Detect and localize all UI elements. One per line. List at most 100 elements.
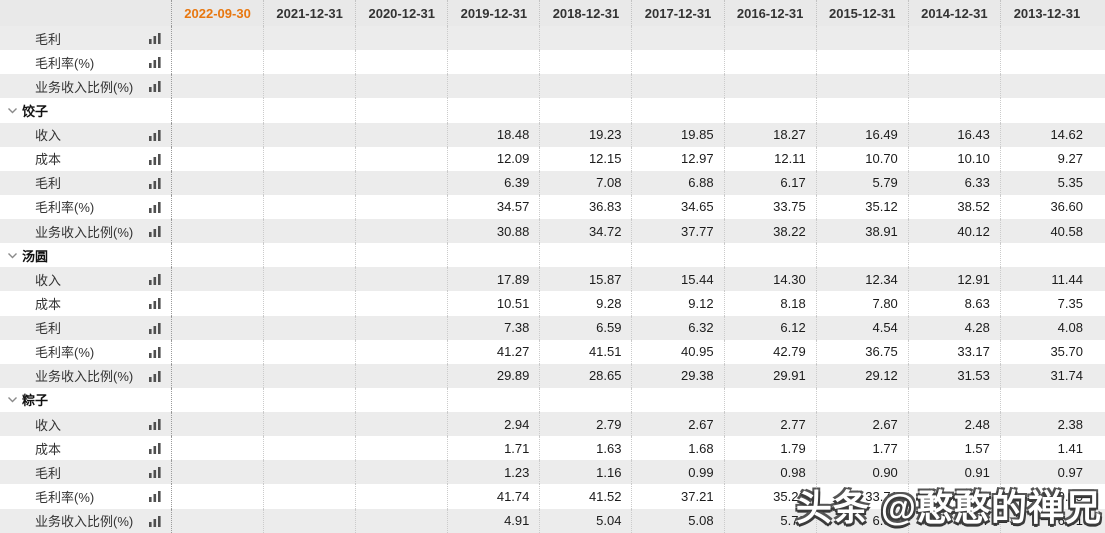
value-cell bbox=[1001, 243, 1093, 267]
value-cell: 41.52 bbox=[540, 484, 633, 509]
value-cell bbox=[725, 387, 817, 412]
bar-chart-icon[interactable] bbox=[148, 515, 162, 527]
value-cell: 19.85 bbox=[632, 122, 725, 147]
metric-label-cell[interactable]: 毛利 bbox=[0, 26, 172, 51]
metric-label-cell[interactable]: 业务收入比例(%) bbox=[0, 74, 172, 99]
value-cell: 4.28 bbox=[909, 315, 1001, 340]
value-cell: 12.34 bbox=[817, 267, 909, 292]
value-cell bbox=[725, 74, 817, 99]
metric-label-cell[interactable]: 毛利率(%) bbox=[0, 339, 172, 364]
value-cell bbox=[172, 50, 265, 75]
value-cell: 6.61 bbox=[1057, 513, 1083, 529]
value-cell bbox=[817, 387, 909, 412]
column-header-2013-12-31[interactable]: 2013-12-31 bbox=[1013, 5, 1081, 21]
metric-label-cell[interactable]: 业务收入比例(%) bbox=[0, 219, 172, 244]
bar-chart-icon[interactable] bbox=[148, 80, 162, 93]
row-label: 汤圆 bbox=[22, 248, 49, 264]
value-cell bbox=[356, 363, 449, 388]
value-cell bbox=[172, 243, 265, 268]
bar-chart-icon[interactable] bbox=[148, 177, 162, 189]
column-header-2019-12-31[interactable]: 2019-12-31 bbox=[448, 0, 541, 26]
group-label-cell[interactable]: 饺子 bbox=[0, 98, 172, 123]
bar-chart-icon[interactable] bbox=[148, 32, 162, 45]
value-cell bbox=[264, 267, 357, 292]
value-cell bbox=[540, 26, 633, 51]
bar-chart-icon[interactable] bbox=[148, 370, 162, 382]
value-cell: 14.30 bbox=[725, 267, 817, 292]
value-cell bbox=[448, 243, 541, 268]
value-cell: 12.09 bbox=[448, 146, 541, 171]
value-cell bbox=[264, 363, 357, 388]
metric-label-cell[interactable]: 业务收入比例(%) bbox=[0, 363, 172, 388]
column-header-2015-12-31[interactable]: 2015-12-31 bbox=[817, 0, 909, 26]
row-label: 毛利率(%) bbox=[35, 200, 95, 216]
row-label: 收入 bbox=[35, 128, 62, 144]
bar-chart-icon[interactable] bbox=[148, 153, 162, 165]
value-cell: 34.65 bbox=[632, 194, 725, 219]
chevron-down-icon[interactable] bbox=[7, 106, 18, 115]
bar-chart-icon[interactable] bbox=[148, 490, 162, 503]
column-header-2017-12-31[interactable]: 2017-12-31 bbox=[632, 0, 725, 26]
bar-chart-icon[interactable] bbox=[148, 466, 162, 479]
value-cell bbox=[1001, 26, 1093, 50]
bar-chart-icon[interactable] bbox=[148, 129, 162, 141]
metric-label-cell[interactable]: 毛利 bbox=[0, 460, 172, 485]
value-cell: 18.27 bbox=[725, 122, 817, 147]
metric-label-cell[interactable]: 收入 bbox=[0, 122, 172, 147]
value-cell bbox=[264, 219, 357, 244]
table-header-row: 2022-09-30 2021-12-31 2020-12-31 2019-12-31… bbox=[0, 0, 1105, 26]
metric-label-cell[interactable]: 毛利率(%) bbox=[0, 194, 172, 219]
bar-chart-icon[interactable] bbox=[148, 346, 162, 358]
bar-chart-icon[interactable] bbox=[148, 297, 162, 310]
metric-label-cell[interactable]: 毛利率(%) bbox=[0, 50, 172, 75]
group-label-cell[interactable]: 粽子 bbox=[0, 387, 172, 412]
value-cell: 2.67 bbox=[632, 412, 725, 437]
value-cell: 7.08 bbox=[540, 170, 633, 195]
metric-label-cell[interactable]: 业务收入比例(%) bbox=[0, 508, 172, 533]
value-cell: 33.17 bbox=[909, 339, 1001, 364]
chevron-down-icon[interactable] bbox=[7, 395, 18, 404]
bar-chart-icon[interactable] bbox=[148, 56, 162, 69]
value-cell: 2.79 bbox=[540, 412, 633, 437]
value-cell: 38.91 bbox=[817, 219, 909, 244]
value-cell bbox=[264, 243, 357, 268]
value-cell bbox=[172, 194, 265, 219]
column-header-2020-12-31[interactable]: 2020-12-31 bbox=[356, 0, 449, 26]
bar-chart-icon[interactable] bbox=[148, 273, 162, 286]
metric-label-cell[interactable]: 收入 bbox=[0, 412, 172, 437]
metric-label-cell[interactable]: 成本 bbox=[0, 291, 172, 316]
metric-row: 收入 2.94 2.79 2.67 2.77 2.67 2.48 2.38 bbox=[0, 412, 1105, 437]
value-cell bbox=[632, 98, 725, 123]
bar-chart-icon[interactable] bbox=[148, 418, 162, 431]
row-label: 毛利率(%) bbox=[35, 345, 95, 361]
column-header-2014-12-31[interactable]: 2014-12-31 bbox=[909, 0, 1001, 26]
metric-label-cell[interactable]: 毛利 bbox=[0, 315, 172, 340]
value-cell: 18.48 bbox=[448, 122, 541, 147]
value-cell bbox=[540, 387, 633, 412]
value-cell bbox=[909, 50, 1001, 75]
metric-label-cell[interactable]: 成本 bbox=[0, 436, 172, 461]
metric-label-cell[interactable]: 毛利 bbox=[0, 170, 172, 195]
chevron-down-icon[interactable] bbox=[7, 251, 18, 260]
column-header-2016-12-31[interactable]: 2016-12-31 bbox=[725, 0, 817, 26]
value-cell bbox=[725, 243, 817, 268]
bar-chart-icon[interactable] bbox=[148, 225, 162, 238]
column-header-2022-09-30[interactable]: 2022-09-30 bbox=[172, 0, 265, 26]
value-cell bbox=[264, 194, 357, 219]
value-cell bbox=[264, 484, 357, 509]
metric-row: 业务收入比例(%) bbox=[0, 74, 1105, 99]
bar-chart-icon[interactable] bbox=[148, 442, 162, 455]
column-header-2018-12-31[interactable]: 2018-12-31 bbox=[540, 0, 633, 26]
column-header-2021-12-31[interactable]: 2021-12-31 bbox=[264, 0, 357, 26]
value-cell: 6.07 bbox=[909, 508, 1001, 533]
group-label-cell[interactable]: 汤圆 bbox=[0, 243, 172, 268]
metric-label-cell[interactable]: 成本 bbox=[0, 146, 172, 171]
bar-chart-icon[interactable] bbox=[148, 201, 162, 213]
value-cell: 2.38 bbox=[1057, 416, 1083, 432]
metric-label-cell[interactable]: 收入 bbox=[0, 267, 172, 292]
value-cell: 16.49 bbox=[817, 122, 909, 147]
metric-label-cell[interactable]: 毛利率(%) bbox=[0, 484, 172, 509]
bar-chart-icon[interactable] bbox=[148, 322, 162, 334]
value-cell: 1.57 bbox=[909, 436, 1001, 461]
